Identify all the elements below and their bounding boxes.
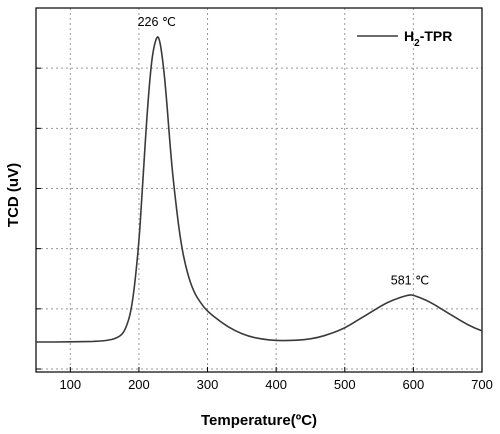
plot-frame	[35, 7, 483, 373]
peak-annotations: 226 ℃ 581 ℃	[138, 15, 430, 288]
x-axis-tick-labels: 100 200 300 400 500 600 700	[59, 377, 492, 392]
series-line-h2-tpr	[35, 36, 483, 343]
grid-lines	[36, 8, 482, 372]
x-tick-label: 600	[403, 377, 425, 392]
legend-label: H2-TPR	[404, 28, 452, 49]
peak-label: 581 ℃	[391, 274, 429, 288]
peak-label: 226 ℃	[138, 15, 176, 29]
x-tick-label: 500	[334, 377, 356, 392]
legend: H2-TPR	[357, 28, 452, 49]
y-axis-title: TCD (uV)	[5, 163, 22, 227]
x-tick-label: 700	[471, 377, 493, 392]
x-axis-title: Temperature(ºC)	[201, 412, 317, 429]
x-tick-label: 200	[128, 377, 150, 392]
series-group	[35, 36, 483, 343]
x-tick-label: 100	[59, 377, 81, 392]
x-axis-ticks	[36, 67, 483, 372]
x-tick-label: 400	[265, 377, 287, 392]
x-tick-label: 300	[197, 377, 219, 392]
